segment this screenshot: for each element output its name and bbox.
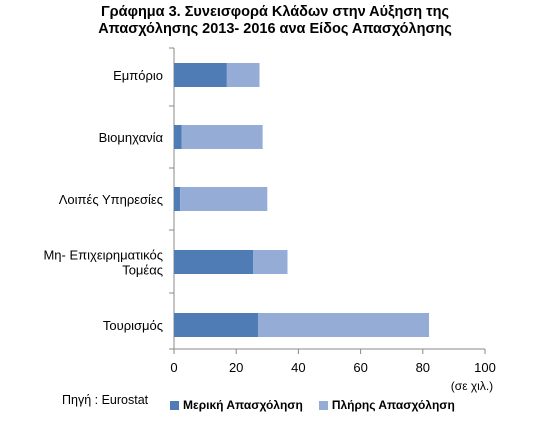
category-label-1: Βιομηχανία (99, 130, 164, 145)
legend-swatch-full-time (318, 400, 328, 410)
x-tick-label-2: 40 (291, 360, 305, 375)
legend-swatch-part-time (170, 400, 179, 410)
category-label-4: Τουρισμός (103, 318, 163, 333)
chart-title: Γράφημα 3. Συνεισφορά Κλάδων στην Αύξηση… (40, 4, 510, 38)
category-label-3-line1: Τομέας (122, 263, 163, 278)
legend-label-part-time: Μερική Απασχόληση (183, 398, 303, 412)
legend-item-full-time: Πλήρης Απασχόληση (318, 398, 455, 412)
bar-part-time-1 (174, 125, 182, 149)
x-tick-label-3: 60 (353, 360, 367, 375)
x-unit-label: (σε χιλ.) (451, 379, 493, 393)
bar-full-time-4 (257, 313, 430, 337)
legend-item-part-time: Μερική Απασχόληση (170, 398, 303, 412)
bar-part-time-0 (174, 63, 227, 87)
bar-full-time-1 (181, 125, 263, 149)
bar-full-time-0 (226, 63, 260, 87)
bar-part-time-4 (174, 313, 258, 337)
legend-label-full-time: Πλήρης Απασχόληση (331, 398, 455, 412)
category-label-3-line0: Μη- Επιχειρηματικός (43, 248, 163, 263)
source-note: Πηγή : Eurostat (62, 393, 149, 407)
legend: Μερική Απασχόληση Πλήρης Απασχόληση (170, 398, 471, 412)
bar-full-time-2 (180, 187, 268, 211)
category-label-2: Λοιπές Υπηρεσίες (59, 192, 163, 207)
category-label-0: Εμπόριο (113, 68, 163, 83)
bar-part-time-2 (174, 187, 181, 211)
x-tick-label-1: 20 (229, 360, 243, 375)
x-tick-label-0: 0 (170, 360, 177, 375)
x-tick-label-4: 80 (416, 360, 430, 375)
bar-part-time-3 (174, 250, 254, 274)
chart-title-line2: Απασχόλησης 2013- 2016 ανα Είδος Απασχόλ… (98, 21, 452, 37)
bar-full-time-3 (253, 250, 288, 274)
chart-title-line1: Γράφημα 3. Συνεισφορά Κλάδων στην Αύξηση… (100, 4, 450, 20)
x-tick-label-5: 100 (474, 360, 496, 375)
